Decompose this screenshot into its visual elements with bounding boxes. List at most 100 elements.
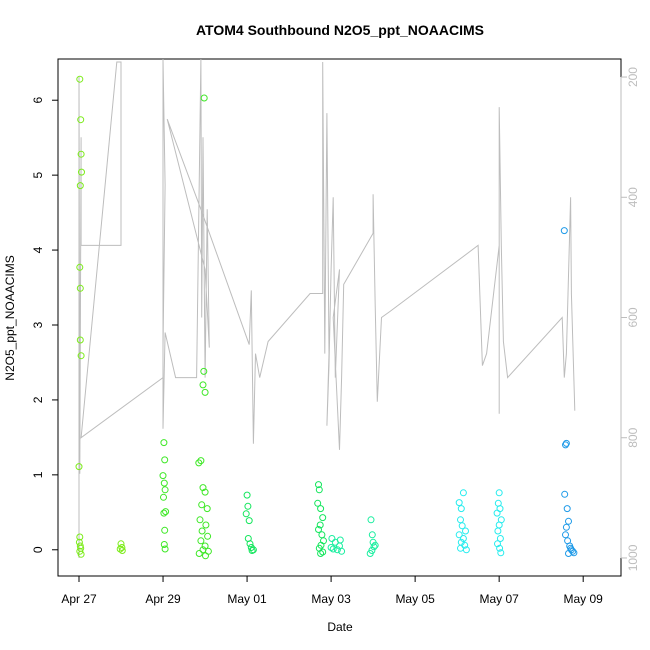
data-point [570, 549, 578, 557]
data-point [495, 489, 503, 497]
y-axis-label: N2O5_ppt_NOAACIMS [3, 255, 17, 380]
data-point [493, 509, 501, 517]
y-tick-label: 2 [31, 396, 45, 403]
data-point [457, 516, 464, 524]
data-point [316, 521, 324, 529]
right-tick-label: 1000 [626, 544, 640, 571]
data-point [328, 535, 336, 542]
data-point [201, 488, 209, 496]
data-point [562, 441, 569, 449]
data-point [201, 542, 209, 550]
data-point [160, 479, 168, 487]
data-point [315, 486, 323, 494]
data-point [78, 168, 85, 176]
data-point [77, 116, 85, 124]
data-point [371, 541, 379, 549]
data-point [202, 552, 209, 560]
data-point [565, 550, 572, 557]
data-point [75, 463, 83, 471]
data-point [317, 505, 325, 513]
data-point [160, 541, 168, 548]
data-point [203, 505, 211, 513]
data-point [315, 481, 322, 489]
x-axis-label: Date [327, 620, 353, 634]
data-point [562, 531, 569, 539]
right-tick-label: 200 [626, 67, 640, 87]
data-point [245, 517, 253, 525]
y-tick-label: 5 [31, 171, 45, 178]
data-point [247, 544, 255, 551]
data-points [75, 75, 578, 560]
data-point [195, 550, 203, 557]
x-axis: Apr 27 Apr 29 May 01 May 03 May 05 May 07 May … [61, 575, 604, 606]
data-point [118, 544, 126, 551]
x-tick-label: May 01 [227, 592, 267, 606]
y-tick-label: 6 [31, 97, 45, 104]
data-point [76, 182, 84, 190]
data-point [162, 508, 170, 516]
right-tick-label: 800 [626, 427, 640, 447]
data-point [161, 526, 169, 534]
y-axis: 0 1 2 3 4 5 6 [31, 97, 59, 553]
data-point [161, 486, 169, 494]
data-point [242, 510, 250, 518]
data-point [457, 544, 464, 552]
plot-frame [57, 58, 622, 577]
x-tick-label: Apr 29 [145, 592, 181, 606]
altitude-trace [78, 58, 576, 558]
data-point [336, 536, 344, 544]
data-point [159, 472, 167, 480]
data-point [459, 489, 467, 497]
data-point [201, 388, 209, 396]
data-point [496, 544, 504, 552]
y-tick-label: 4 [31, 246, 45, 253]
data-point [200, 94, 208, 102]
right-tick-label: 600 [626, 307, 640, 327]
data-point [202, 521, 210, 529]
data-point [198, 501, 206, 509]
data-point [370, 543, 378, 551]
x-tick-label: May 09 [564, 592, 604, 606]
data-point [562, 523, 570, 531]
data-point [204, 532, 212, 540]
data-point [160, 493, 167, 501]
data-point [76, 263, 84, 271]
data-point [76, 533, 84, 541]
data-point [198, 527, 206, 535]
data-point [569, 547, 577, 555]
data-point [366, 550, 374, 557]
data-point [315, 526, 322, 533]
data-point [560, 227, 568, 235]
data-point [161, 456, 169, 464]
data-point [327, 544, 335, 551]
data-point [199, 381, 207, 389]
data-point [495, 521, 503, 529]
data-point [462, 527, 469, 535]
x-tick-label: May 05 [395, 592, 435, 606]
y-tick-label: 0 [31, 546, 45, 553]
data-point [565, 517, 572, 525]
data-point [195, 459, 203, 467]
data-point [249, 546, 257, 554]
data-point [243, 491, 251, 499]
data-point [77, 352, 85, 360]
data-point [246, 540, 254, 548]
data-point [77, 550, 85, 558]
data-point [368, 531, 376, 539]
data-point [116, 545, 124, 553]
data-point [494, 540, 501, 548]
y-tick-label: 3 [31, 321, 45, 328]
data-point [333, 546, 341, 554]
data-point [200, 367, 208, 375]
data-point [459, 535, 467, 542]
data-point [196, 516, 204, 524]
x-tick-label: May 03 [311, 592, 351, 606]
data-point [318, 531, 326, 539]
data-point [338, 547, 346, 555]
data-point [367, 516, 375, 524]
data-point [160, 509, 168, 517]
data-point [497, 549, 505, 557]
data-point [319, 548, 327, 556]
y-tick-label: 1 [31, 471, 45, 478]
